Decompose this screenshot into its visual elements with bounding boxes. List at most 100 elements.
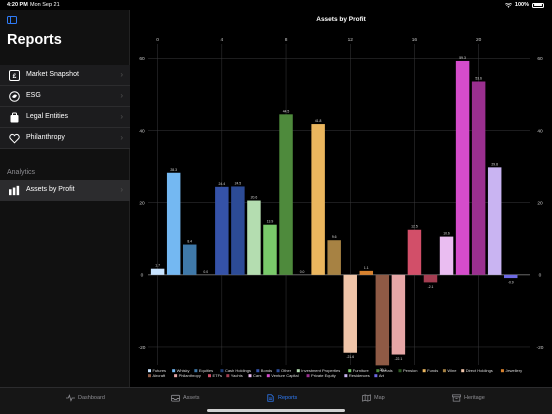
- legend-label: Cash Holdings: [225, 368, 251, 373]
- svg-text:£: £: [13, 73, 17, 80]
- legend-swatch: [374, 374, 378, 378]
- chart-bar: [182, 244, 197, 275]
- legend-label: Art: [379, 373, 385, 378]
- sidebar-item-philanthropy[interactable]: Philanthropy ›: [0, 128, 130, 149]
- legend-swatch: [256, 369, 260, 373]
- chevron-right-icon: ›: [120, 112, 123, 121]
- chart-bar: [327, 240, 341, 275]
- legend-swatch: [500, 369, 504, 373]
- y-tick-label-left: 60: [139, 56, 145, 62]
- sidebar-item-legal-entities[interactable]: Legal Entities ›: [0, 107, 130, 128]
- legend-label: ETFs: [213, 373, 223, 378]
- y-tick-label-right: 20: [537, 200, 543, 206]
- legend-label: Yachts: [231, 373, 243, 378]
- legend-swatch: [174, 374, 178, 378]
- legend-label: Jewellery: [505, 368, 522, 373]
- bar-data-label: 8.4: [187, 240, 192, 244]
- legend-swatch: [422, 369, 426, 373]
- chart-bar: [343, 274, 357, 353]
- legend-label: Furniture: [353, 368, 370, 373]
- legend-swatch: [226, 374, 230, 378]
- legend-label: Private Equity: [311, 373, 336, 378]
- tab-map[interactable]: Map: [362, 394, 385, 402]
- legend-label: Cars: [253, 373, 261, 378]
- chart-bar: [407, 229, 422, 275]
- legend-label: Wine: [447, 368, 457, 373]
- status-right: 100%: [504, 2, 544, 8]
- chart-bar: [503, 274, 518, 279]
- chart-bar: [391, 274, 406, 355]
- legend-label: Philanthropy: [179, 373, 201, 378]
- x-tick-label-top: 12: [348, 37, 354, 43]
- sidebar-toggle-icon[interactable]: [7, 16, 17, 24]
- legend-swatch: [248, 374, 252, 378]
- bar-data-label: 59.3: [459, 56, 466, 60]
- sidebar-item-assets-by-profit[interactable]: Assets by Profit ›: [0, 180, 130, 201]
- tab-heritage[interactable]: Heritage: [452, 394, 485, 402]
- legend-label: Equities: [199, 368, 213, 373]
- bar-data-label: 53.6: [475, 77, 482, 81]
- bar-chart-icon: [9, 185, 20, 196]
- tray-icon: [171, 394, 180, 402]
- bar-data-label: 13.9: [267, 220, 274, 224]
- tab-bar: Dashboard Assets Reports Map Heritage: [0, 387, 552, 414]
- legend-swatch: [276, 369, 280, 373]
- legend-label: Futures: [153, 368, 167, 373]
- x-tick-label-top: 20: [476, 37, 482, 43]
- chart-bar: [375, 274, 390, 366]
- bar-data-label: 0.0: [203, 270, 208, 274]
- chart-bar: [231, 186, 245, 275]
- bar-data-label: 24.5: [235, 181, 242, 185]
- battery-icon: [532, 2, 544, 8]
- legend-swatch: [148, 369, 151, 373]
- reports-list: £ Market Snapshot › ESG › Legal Entities…: [0, 65, 130, 149]
- bar-data-label: 12.5: [411, 225, 418, 229]
- chart-bar: [150, 268, 165, 275]
- sidebar-item-market-snapshot[interactable]: £ Market Snapshot ›: [0, 65, 130, 86]
- wifi-icon: [504, 2, 512, 8]
- battery-percent: 100%: [514, 2, 529, 8]
- bar-data-label: 28.3: [170, 168, 177, 172]
- sidebar-item-label: Philanthropy: [26, 134, 65, 141]
- sidebar-item-esg[interactable]: ESG ›: [0, 86, 130, 107]
- tab-reports[interactable]: Reports: [266, 394, 297, 402]
- legend-swatch: [344, 374, 348, 378]
- sidebar-item-label: Assets by Profit: [26, 186, 75, 193]
- legend-label: Metals: [381, 368, 393, 373]
- tab-dashboard[interactable]: Dashboard: [66, 394, 105, 402]
- bar-data-label: 10.6: [443, 232, 450, 236]
- legend-label: Pension: [403, 368, 417, 373]
- bar-data-label: 1.1: [364, 266, 369, 270]
- bar-data-label: -25.1: [378, 368, 386, 372]
- legend-label: Direct Holdings: [466, 368, 493, 373]
- legend-label: Residences: [349, 373, 370, 378]
- chart-bar: [311, 124, 325, 275]
- y-tick-label-right: 60: [537, 56, 543, 62]
- chart-bar: [247, 200, 261, 275]
- tab-assets[interactable]: Assets: [171, 394, 200, 402]
- tab-label: Reports: [278, 395, 298, 401]
- legal-entities-icon: [9, 112, 20, 123]
- chart-bar: [423, 274, 438, 283]
- bar-data-label: -2.1: [428, 285, 434, 289]
- sidebar: Reports £ Market Snapshot › ESG › Legal …: [0, 10, 130, 387]
- chart-panel: Assets by Profit -20 -20 0 0 20 20 40 40 60 60 0 4 8…: [130, 10, 552, 387]
- legend-label: Venture Capital: [271, 373, 298, 378]
- bar-data-label: -21.6: [346, 355, 354, 359]
- legend-swatch: [208, 374, 211, 378]
- chart-bar: [279, 114, 293, 275]
- sidebar-item-label: ESG: [26, 92, 41, 99]
- y-tick-label-left: 20: [139, 200, 145, 206]
- bar-data-label: 1.7: [155, 264, 160, 268]
- legend-swatch: [194, 369, 198, 373]
- x-tick-label-top: 8: [285, 37, 288, 43]
- bar-data-label: 0.0: [300, 270, 305, 274]
- legend-swatch: [296, 369, 300, 373]
- chevron-right-icon: ›: [120, 185, 123, 194]
- chevron-right-icon: ›: [120, 133, 123, 142]
- legend-swatch: [172, 369, 176, 373]
- analytics-list: Assets by Profit ›: [0, 180, 130, 201]
- y-tick-label-left: 0: [141, 273, 144, 279]
- y-tick-label-left: -20: [139, 345, 146, 351]
- y-tick-label-right: -20: [537, 345, 544, 351]
